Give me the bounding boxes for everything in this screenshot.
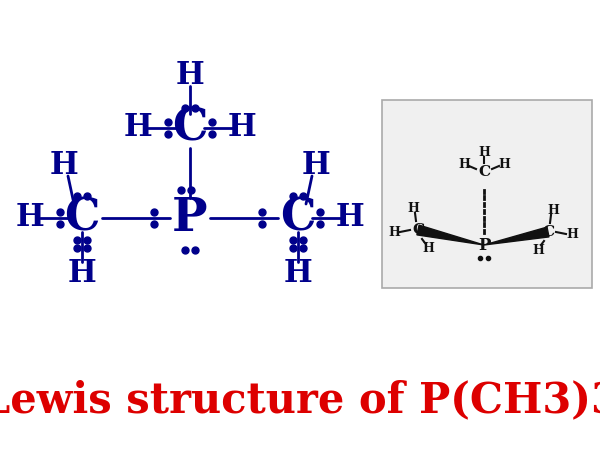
- Text: H: H: [302, 151, 331, 182]
- Text: C: C: [64, 196, 100, 239]
- Text: H: H: [532, 243, 544, 256]
- Text: H: H: [284, 257, 313, 288]
- Text: C: C: [280, 196, 316, 239]
- Text: H: H: [547, 203, 559, 217]
- Text: H: H: [124, 113, 152, 144]
- Text: C: C: [542, 225, 554, 239]
- Text: C: C: [172, 107, 208, 150]
- Text: C: C: [478, 165, 490, 179]
- Text: H: H: [335, 202, 364, 233]
- Text: H: H: [566, 227, 578, 241]
- Text: H: H: [388, 225, 400, 238]
- Text: C: C: [412, 223, 424, 237]
- Text: H: H: [50, 151, 79, 182]
- Polygon shape: [417, 225, 484, 245]
- Text: P: P: [478, 237, 490, 254]
- Text: Lewis structure of P(CH3)3: Lewis structure of P(CH3)3: [0, 379, 600, 421]
- Text: H: H: [478, 146, 490, 158]
- Text: H: H: [16, 202, 44, 233]
- Bar: [382, 100, 592, 288]
- Text: H: H: [422, 242, 434, 255]
- Text: H: H: [68, 257, 97, 288]
- Text: H: H: [498, 158, 510, 170]
- Polygon shape: [484, 227, 549, 245]
- Text: H: H: [227, 113, 256, 144]
- Text: H: H: [458, 158, 470, 170]
- Text: P: P: [172, 195, 208, 241]
- Text: H: H: [176, 61, 205, 91]
- Text: H: H: [407, 201, 419, 214]
